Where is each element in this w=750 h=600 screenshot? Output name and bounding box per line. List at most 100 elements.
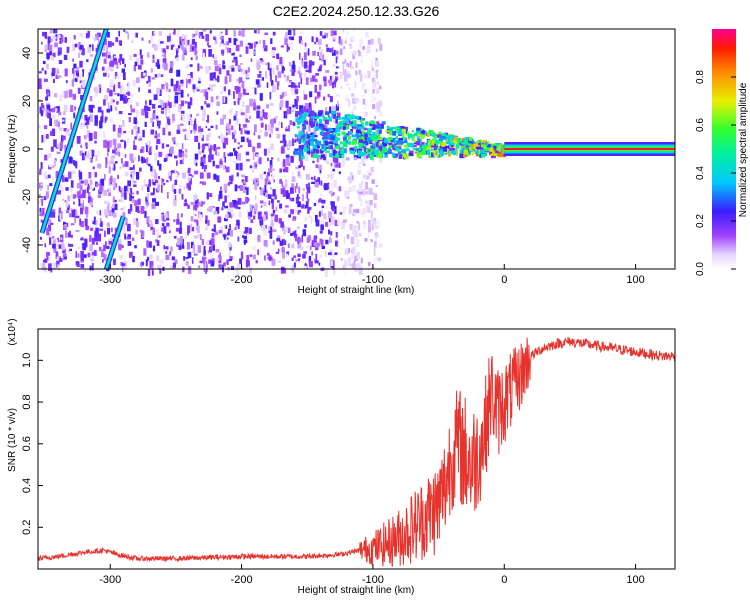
spectrogram-transition-cell xyxy=(411,142,414,148)
spectrogram-noise-cell xyxy=(50,146,54,152)
spectrogram-noise-cell xyxy=(225,214,229,218)
spectrogram-noise-cell xyxy=(219,164,223,169)
spectrogram-noise-cell xyxy=(120,262,123,266)
spectrogram-noise-cell xyxy=(71,209,76,218)
spectrogram-noise-cell xyxy=(309,72,312,80)
spectrogram-noise-cell xyxy=(154,172,158,181)
spectrogram-y-tick-label: 20 xyxy=(21,95,33,107)
spectrogram-noise-cell xyxy=(372,78,375,85)
spectrogram-noise-cell xyxy=(281,122,283,129)
spectrogram-noise-cell xyxy=(54,42,58,48)
spectrogram-noise-cell xyxy=(63,111,66,116)
spectrogram-transition-cell xyxy=(391,153,395,156)
spectrogram-noise-cell xyxy=(165,108,167,116)
spectrogram-noise-cell xyxy=(300,31,304,35)
spectrogram-noise-cell xyxy=(215,231,219,235)
spectrogram-noise-cell xyxy=(195,162,198,167)
spectrogram-noise-cell xyxy=(73,63,77,69)
spectrogram-noise-cell xyxy=(275,251,280,254)
spectrogram-noise-cell xyxy=(297,210,300,215)
spectrogram-noise-cell xyxy=(47,112,51,119)
spectrogram-noise-cell xyxy=(141,146,145,153)
spectrogram-noise-cell xyxy=(250,58,253,62)
spectrogram-noise-cell xyxy=(298,165,301,168)
spectrogram-noise-cell xyxy=(315,37,319,43)
spectrogram-noise-cell xyxy=(270,127,274,134)
spectrogram-noise-cell xyxy=(213,36,216,40)
spectrogram-noise-cell xyxy=(170,67,173,71)
spectrogram-transition-cell xyxy=(376,140,380,143)
spectrogram-transition-cell xyxy=(335,128,341,133)
spectrogram-noise-cell xyxy=(166,222,170,227)
spectrogram-transition-cell xyxy=(365,121,369,126)
spectrogram-noise-cell xyxy=(147,184,150,192)
spectrogram-noise-cell xyxy=(164,50,166,58)
spectrogram-noise-cell xyxy=(365,175,370,180)
spectrogram-noise-cell xyxy=(137,126,140,134)
spectrogram-noise-cell xyxy=(231,60,236,63)
spectrogram-noise-cell xyxy=(180,100,185,107)
spectrogram-noise-cell xyxy=(180,79,184,84)
spectrogram-y-tick-label: 0 xyxy=(21,146,33,152)
spectrogram-transition-cell xyxy=(302,128,305,133)
spectrogram-noise-cell xyxy=(59,141,64,149)
spectrogram-noise-cell xyxy=(110,98,113,105)
spectrogram-noise-cell xyxy=(103,249,106,258)
spectrogram-transition-cell xyxy=(305,111,310,114)
spectrogram-noise-cell xyxy=(81,52,85,55)
spectrogram-noise-cell xyxy=(302,194,304,202)
spectrogram-transition-cell xyxy=(364,135,368,141)
spectrogram-noise-cell xyxy=(255,79,260,85)
spectrogram-noise-cell xyxy=(197,63,200,72)
spectrogram-noise-cell xyxy=(145,206,148,209)
spectrogram-noise-cell xyxy=(40,110,44,117)
spectrogram-transition-cell xyxy=(448,149,452,153)
spectrogram-transition-cell xyxy=(338,153,343,158)
spectrogram-noise-cell xyxy=(351,212,356,217)
colorbar-tick-label: 0.0 xyxy=(695,262,706,276)
spectrogram-noise-cell xyxy=(284,179,288,185)
spectrogram-transition-cell xyxy=(336,116,340,119)
spectrogram-noise-cell xyxy=(237,185,240,189)
spectrogram-noise-cell xyxy=(347,73,351,78)
spectrogram-noise-cell xyxy=(124,231,127,240)
spectrogram-transition-cell xyxy=(489,148,494,152)
spectrogram-noise-cell xyxy=(274,214,278,223)
spectrogram-noise-cell xyxy=(253,215,256,220)
spectrogram-noise-cell xyxy=(246,260,250,267)
spectrogram-noise-cell xyxy=(223,183,228,191)
spectrogram-noise-cell xyxy=(67,232,71,238)
spectrogram-noise-cell xyxy=(73,35,76,40)
spectrogram-noise-cell xyxy=(133,126,136,130)
spectrogram-noise-cell xyxy=(294,139,297,143)
spectrogram-noise-cell xyxy=(267,172,270,177)
spectrogram-noise-cell xyxy=(162,50,166,56)
spectrogram-noise-cell xyxy=(106,67,110,72)
spectrogram-transition-cell xyxy=(308,113,312,117)
spectrogram-noise-cell xyxy=(210,144,212,149)
spectrogram-noise-cell xyxy=(131,108,136,113)
spectrogram-noise-cell xyxy=(221,36,224,44)
spectrogram-noise-cell xyxy=(348,87,351,91)
spectrogram-noise-cell xyxy=(70,105,74,112)
spectrogram-noise-cell xyxy=(257,135,261,139)
spectrogram-noise-cell xyxy=(300,175,303,180)
spectrogram-transition-cell xyxy=(341,131,346,135)
spectrogram-noise-cell xyxy=(200,234,202,240)
spectrogram-noise-cell xyxy=(153,194,157,198)
spectrogram-noise-cell xyxy=(345,157,350,161)
spectrogram-noise-cell xyxy=(177,105,181,113)
spectrogram-noise-cell xyxy=(52,78,55,83)
spectrogram-noise-cell xyxy=(54,106,58,110)
spectrogram-transition-cell xyxy=(301,138,304,144)
spectrogram-transition-cell xyxy=(327,144,331,148)
spectrogram-noise-cell xyxy=(310,152,315,158)
spectrogram-noise-cell xyxy=(235,85,239,93)
spectrogram-noise-cell xyxy=(105,241,107,249)
spectrogram-transition-cell xyxy=(476,148,479,153)
spectrogram-noise-cell xyxy=(47,184,49,191)
spectrogram-noise-cell xyxy=(361,94,365,97)
spectrogram-noise-cell xyxy=(165,254,170,260)
spectrogram-noise-cell xyxy=(157,160,160,166)
spectrogram-noise-cell xyxy=(206,134,210,142)
